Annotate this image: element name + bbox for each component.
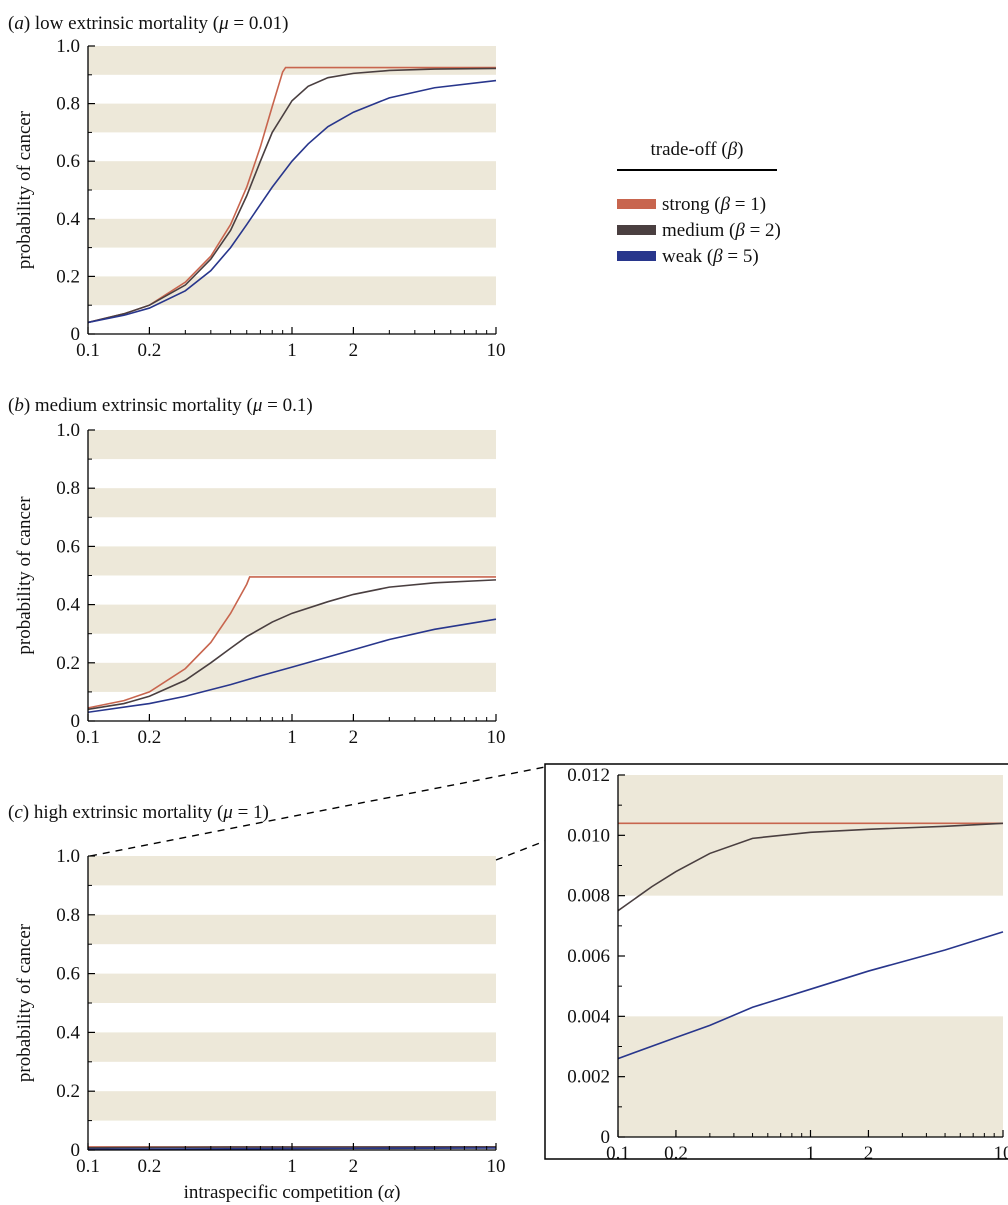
band [88, 973, 496, 1003]
x-tick-label: 0.2 [138, 340, 162, 361]
x-tick-label: 0.2 [138, 1156, 162, 1177]
band [618, 1016, 1003, 1137]
x-tick-label: 2 [349, 340, 359, 361]
legend-swatch-medium [617, 225, 656, 235]
y-tick-label: 0.010 [567, 825, 610, 846]
y-axis-label: probability of cancer [14, 923, 35, 1082]
panel-a: 0 0.2 0.4 0.6 0.8 1.0 0.1 0.2 1 2 10 (a) low extrin… [8, 13, 506, 361]
y-tick-label: 0.4 [56, 1022, 80, 1043]
y-tick-label: 0.8 [56, 905, 80, 926]
band [88, 218, 496, 248]
y-tick-label: 0.008 [567, 886, 610, 907]
legend-swatch-weak [617, 251, 656, 261]
x-tick-label: 0.2 [664, 1143, 688, 1164]
x-tick-label: 0.1 [606, 1143, 630, 1164]
y-tick-label: 0.6 [56, 536, 80, 557]
panels: 00.20.40.60.81.00.1 0.2 1 2 10(a) low extrin… [8, 13, 1008, 1203]
y-tick-label: 0.002 [567, 1067, 610, 1088]
y-axis-label: probability of cancer [14, 110, 35, 269]
y-tick-label: 0.006 [567, 946, 610, 967]
series-line-weak [88, 79, 497, 324]
panel-inset: 0 0.002 0.004 0.006 0.008 0.010 0.012 0.1 0.2 1 2 1… [567, 765, 1008, 1164]
panel-c: 0 0.2 0.4 0.6 0.8 1.0 0.1 0.2 1 2 10 (c) high extri… [8, 802, 506, 1203]
legend-swatch-strong [617, 199, 656, 209]
y-tick-label: 0.004 [567, 1006, 610, 1027]
y-tick-label: 1.0 [56, 846, 80, 867]
x-axis-label: intraspecific competition (α) [184, 1182, 401, 1203]
legend-label-strong: strong (β = 1) [662, 194, 766, 215]
x-tick-label: 10 [487, 340, 506, 361]
band [88, 604, 496, 634]
legend-title: trade-off (β) [651, 139, 744, 160]
y-tick-label: 1.0 [56, 36, 80, 57]
series-line-strong [88, 66, 496, 324]
x-tick-label: 1 [806, 1143, 816, 1164]
y-tick-label: 0.6 [56, 151, 80, 172]
band [88, 1032, 496, 1062]
y-tick-label: 0.2 [56, 266, 80, 287]
x-tick-label: 10 [994, 1143, 1008, 1164]
y-tick-label: 0 [71, 711, 81, 732]
x-tick-label: 0.2 [138, 727, 162, 748]
panel-title-c: (c) high extrinsic mortality (μ = 1) [8, 802, 269, 823]
y-axis-label: probability of cancer [14, 496, 35, 655]
x-tick-label: 0.1 [76, 1156, 100, 1177]
band [88, 430, 496, 460]
y-tick-label: 0.4 [56, 595, 80, 616]
panel-title-b: (b) medium extrinsic mortality (μ = 0.1) [8, 395, 313, 416]
legend-entries: strong (β = 1) medium (β = 2) weak (β = 5) [617, 194, 781, 267]
y-tick-label: 0 [601, 1127, 611, 1148]
panel-b: 0 0.2 0.4 0.6 0.8 1.0 0.1 0.2 1 2 10 (b) medium ext… [8, 395, 506, 748]
x-tick-label: 1 [287, 340, 297, 361]
series-line-weak [88, 618, 497, 714]
band [88, 103, 496, 133]
band [88, 276, 496, 306]
x-tick-label: 1 [287, 1156, 297, 1177]
panel-title-a: (a) low extrinsic mortality (μ = 0.01) [8, 13, 288, 34]
x-tick-label: 2 [349, 1156, 359, 1177]
y-tick-label: 0.8 [56, 478, 80, 499]
band [88, 488, 496, 518]
y-tick-label: 0.2 [56, 653, 80, 674]
series-line-strong [88, 576, 496, 709]
y-tick-label: 0.012 [567, 765, 610, 786]
y-tick-label: 0.2 [56, 1081, 80, 1102]
band [88, 914, 496, 945]
legend: trade-off (β) strong (β = 1) medium (β = … [617, 139, 781, 267]
x-tick-label: 10 [487, 727, 506, 748]
band [618, 775, 1003, 896]
y-tick-label: 0.8 [56, 94, 80, 115]
series-line-medium [88, 67, 497, 324]
y-tick-label: 1.0 [56, 420, 80, 441]
series-line-medium [618, 822, 1004, 912]
x-tick-label: 0.1 [76, 727, 100, 748]
band [88, 856, 496, 886]
x-tick-label: 2 [864, 1143, 874, 1164]
y-tick-label: 0 [71, 1140, 81, 1161]
series-line-weak [618, 931, 1004, 1060]
x-tick-label: 10 [487, 1156, 506, 1177]
y-tick-label: 0.6 [56, 964, 80, 985]
x-tick-label: 2 [349, 727, 359, 748]
y-tick-label: 0 [71, 324, 81, 345]
inset-frame [544, 763, 1008, 1160]
legend-label-weak: weak (β = 5) [662, 246, 759, 267]
band [88, 1091, 496, 1121]
x-tick-label: 1 [287, 727, 297, 748]
series-line-weak [88, 1147, 497, 1151]
series-line-medium [88, 579, 497, 711]
y-tick-label: 0.4 [56, 209, 80, 230]
band [88, 46, 496, 75]
zoom-connector-bottom [495, 840, 546, 861]
x-tick-label: 0.1 [76, 340, 100, 361]
band [88, 546, 496, 576]
legend-label-medium: medium (β = 2) [662, 220, 781, 241]
band [88, 161, 496, 190]
